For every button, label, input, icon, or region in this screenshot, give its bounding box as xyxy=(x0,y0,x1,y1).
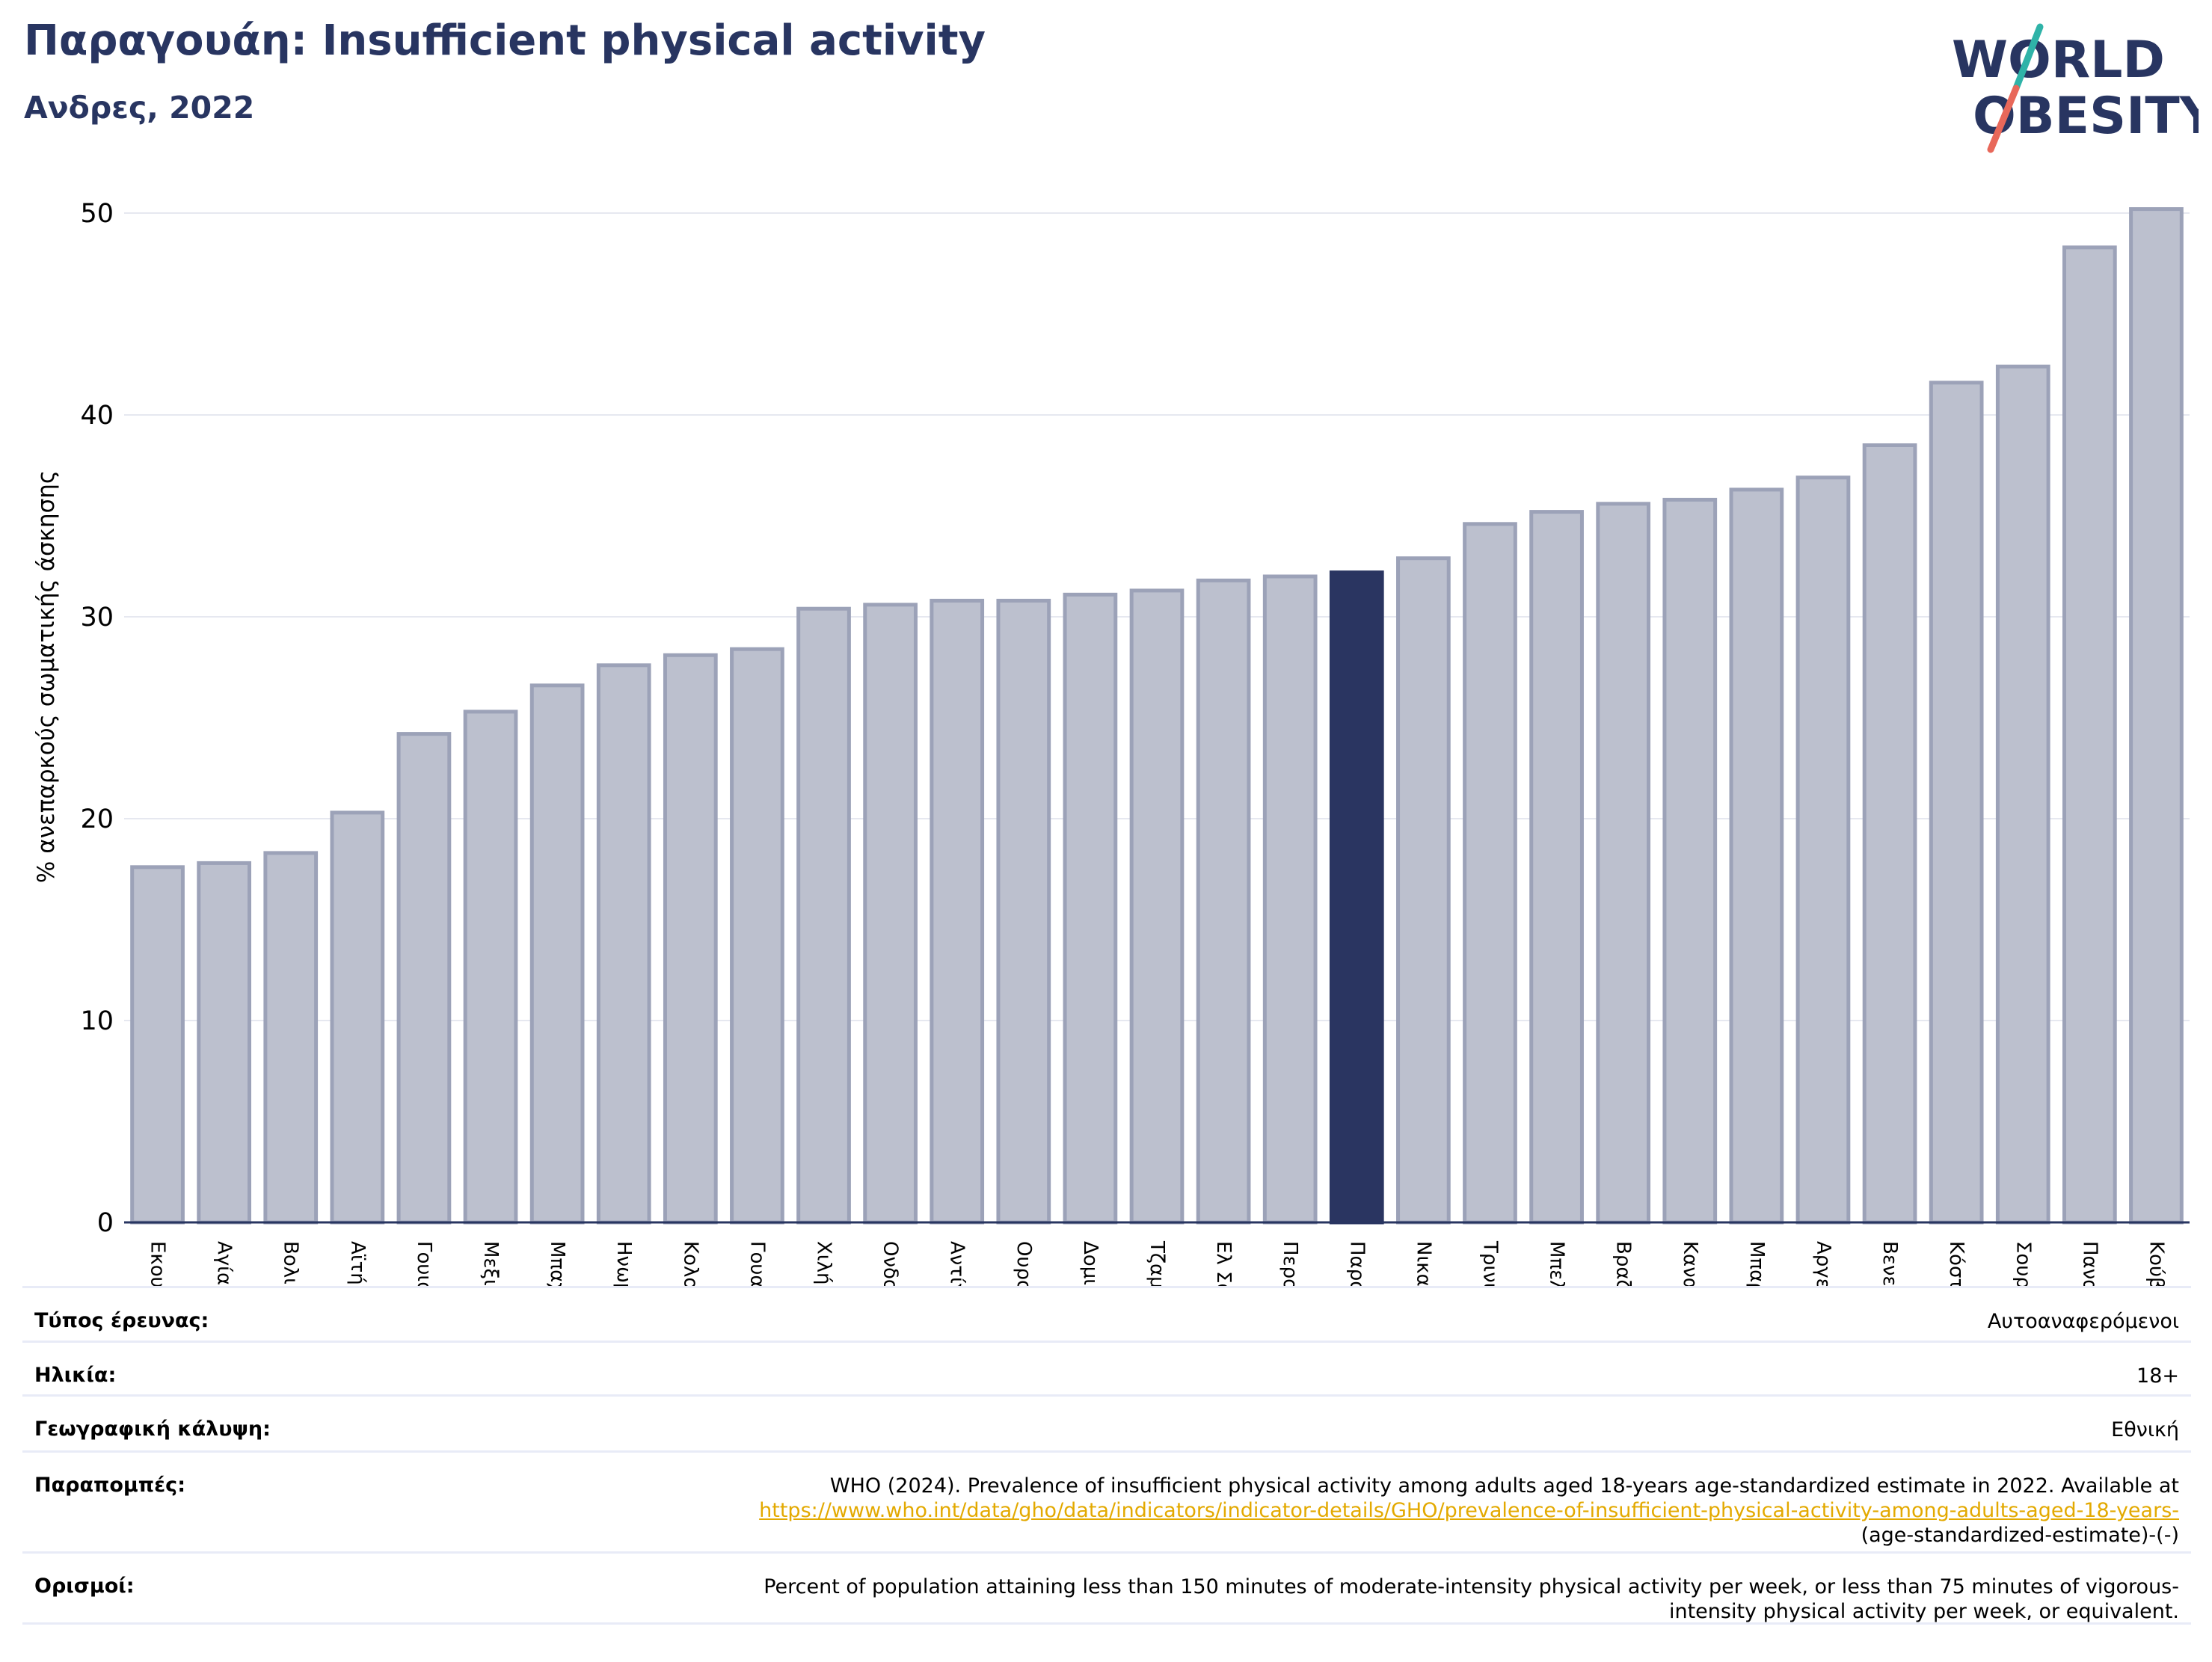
info-label: Ηλικία: xyxy=(34,1364,117,1387)
info-row: Ορισμοί: Percent of population attaining … xyxy=(22,1551,2191,1623)
bar xyxy=(2129,207,2184,1225)
bar xyxy=(1862,443,1917,1225)
bar xyxy=(1463,522,1517,1225)
logo-text-world: WORLD xyxy=(1952,31,2165,90)
y-tick-label: 20 xyxy=(80,804,114,834)
y-tick-labels: 0 10 20 30 40 50 xyxy=(80,199,114,1238)
bar xyxy=(1529,510,1584,1225)
x-tick-label: Βραζιλία xyxy=(1612,1241,1635,1286)
x-tick-label: Αργεντινή xyxy=(1812,1241,1834,1286)
bar xyxy=(1396,556,1451,1225)
world-obesity-logo: WORLD OBESITY xyxy=(1952,23,2199,153)
x-tick-label: Χιλή xyxy=(813,1241,835,1284)
x-tick-label: Αγία Λουκία xyxy=(213,1241,236,1286)
x-tick-label: Κολομβία xyxy=(679,1241,701,1286)
x-tick-label: Σουρινάμ xyxy=(2012,1241,2034,1286)
y-tick-label: 40 xyxy=(80,401,114,431)
bar-layer xyxy=(130,207,2184,1225)
y-tick-label: 10 xyxy=(80,1006,114,1036)
info-label: Παραπομπές: xyxy=(34,1474,185,1497)
bar xyxy=(463,710,518,1225)
logo-slash-top xyxy=(2012,23,2044,92)
x-tick-label: Μπαρμπάντος xyxy=(1745,1241,1768,1286)
bar xyxy=(1929,381,1984,1225)
chart-subtitle: Ανδρες, 2022 xyxy=(24,90,255,126)
x-tick-label: Παναμάς xyxy=(2078,1241,2101,1286)
bar xyxy=(1129,588,1185,1225)
bar xyxy=(1063,592,1118,1225)
info-row: Γεωγραφική κάλυψη: Εθνική xyxy=(22,1394,2191,1441)
info-value: Αυτοαναφερόμενοι xyxy=(1987,1310,2179,1333)
info-value: Percent of population attaining less tha… xyxy=(764,1575,2179,1623)
x-tick-label: Περού xyxy=(1279,1241,1301,1286)
x-tick-label: Ελ Σαλβαδόρ xyxy=(1212,1241,1235,1286)
bar xyxy=(130,865,185,1225)
bar-highlight xyxy=(1329,570,1384,1225)
bar xyxy=(1795,475,1851,1225)
info-label: Ορισμοί: xyxy=(34,1575,135,1598)
info-row: Παραπομπές: WHO (2024). Prevalence of ins… xyxy=(22,1450,2191,1547)
x-tick-labels: Εκουαδόρ Αγία Λουκία Βολιβία Αϊτή Γουιάνα Μεξ… xyxy=(147,1240,2168,1286)
bar xyxy=(263,851,319,1225)
bar xyxy=(663,653,718,1225)
x-tick-label: Καναδάς xyxy=(1679,1241,1701,1286)
x-tick-label: Παραγουάη xyxy=(1345,1241,1368,1286)
x-tick-label: Δομινικανή Δημοκρατία xyxy=(1079,1241,1102,1286)
x-tick-label: Βενεζουέλα xyxy=(1878,1241,1901,1286)
x-tick-label: Αντίγκουα και Μπαρμπούντα xyxy=(946,1241,968,1286)
bar xyxy=(730,647,784,1225)
bar xyxy=(596,663,651,1225)
logo-slash-bottom xyxy=(1987,84,2020,153)
y-axis-label: % ανεπαρκούς σωματικής άσκησης xyxy=(33,470,60,883)
info-value: Εθνική xyxy=(2111,1418,2179,1441)
x-tick-label: Κούβα xyxy=(2145,1241,2167,1286)
x-tick-label: Ουρουγουάη xyxy=(1013,1241,1035,1286)
x-tick-label: Μπαχάμες xyxy=(546,1241,568,1286)
bar xyxy=(996,598,1051,1225)
x-tick-label: Τρινιντάντ και Τομπάγκο xyxy=(1478,1240,1501,1286)
info-row: Τύπος έρευνας: Αυτοαναφερόμενοι xyxy=(22,1286,2191,1333)
info-label: Γεωγραφική κάλυψη: xyxy=(34,1418,271,1441)
info-row: Ηλικία: 18+ xyxy=(22,1341,2191,1388)
y-tick-label: 0 xyxy=(97,1208,114,1238)
bar xyxy=(2062,245,2117,1225)
bar xyxy=(930,598,985,1225)
bar xyxy=(197,861,252,1225)
bar xyxy=(396,732,452,1225)
reference-link[interactable]: https://www.who.int/data/gho/data/indica… xyxy=(759,1499,2179,1522)
bar xyxy=(330,810,385,1225)
x-tick-label: Νικαράγουα xyxy=(1412,1241,1434,1286)
x-tick-label: Ονδούρα xyxy=(879,1241,902,1286)
bar xyxy=(1596,502,1651,1225)
x-tick-label: Τζαμάικα xyxy=(1146,1240,1168,1286)
info-value: 18+ xyxy=(2136,1364,2179,1388)
info-value: WHO (2024). Prevalence of insufficient p… xyxy=(759,1474,2179,1547)
x-tick-label: Βολιβία xyxy=(280,1241,302,1286)
x-tick-label: Ηνωμένες Πολιτείες xyxy=(612,1241,635,1286)
bar xyxy=(863,603,918,1225)
y-tick-label: 50 xyxy=(80,199,114,229)
y-tick-label: 30 xyxy=(80,603,114,633)
x-tick-label: Εκουαδόρ xyxy=(147,1241,169,1286)
info-bottom-border xyxy=(22,1622,2191,1625)
x-tick-label: Μεξικό xyxy=(479,1241,502,1286)
bar xyxy=(529,683,585,1225)
bar xyxy=(796,606,851,1225)
x-tick-label: Αϊτή xyxy=(346,1241,369,1285)
x-tick-label: Γουιάνα xyxy=(413,1241,435,1286)
x-tick-label: Κόστα Ρίκα xyxy=(1945,1241,1967,1286)
bar xyxy=(1729,487,1784,1225)
bar-chart: 0 10 20 30 40 50 Εκουαδόρ Αγία Λουκία Βολιβία Αϊ… xyxy=(33,199,2190,1286)
chart-title: Παραγουάη: Insufficient physical activit… xyxy=(24,16,986,65)
x-tick-label: Γουατεμάλα xyxy=(746,1241,768,1286)
bar xyxy=(1662,497,1718,1225)
x-tick-label: Μπελίζ xyxy=(1546,1241,1568,1286)
bar xyxy=(1196,578,1251,1225)
bar xyxy=(1995,364,2050,1225)
bar xyxy=(1262,574,1318,1225)
info-label: Τύπος έρευνας: xyxy=(34,1309,209,1332)
